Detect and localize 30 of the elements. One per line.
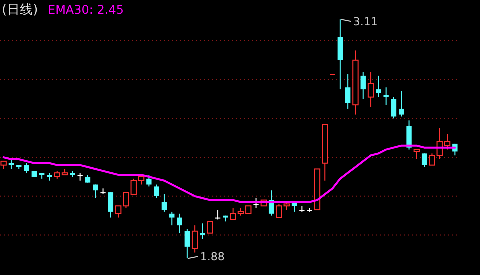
candlestick — [146, 174, 152, 188]
chart-title: (日线) — [2, 3, 38, 18]
candlestick — [24, 162, 30, 174]
annotation: 3.11 — [353, 16, 378, 29]
candlestick — [200, 223, 206, 240]
candlestick — [391, 96, 397, 120]
candlestick — [368, 72, 374, 108]
candlestick — [162, 194, 168, 212]
candlestick — [207, 221, 214, 234]
candlestick — [399, 90, 404, 118]
candlestick — [78, 172, 83, 182]
candlestick — [215, 210, 221, 220]
candlestick — [108, 192, 114, 218]
candlestick — [345, 74, 351, 110]
candlestick — [177, 213, 182, 234]
candlestick — [406, 120, 412, 150]
candlestick — [192, 225, 198, 254]
candlestick — [93, 184, 98, 199]
candlestick — [338, 19, 344, 90]
candlestick — [376, 75, 382, 98]
candlestick — [170, 211, 175, 226]
candlestick — [422, 153, 428, 168]
annotation: 1.88 — [200, 250, 225, 264]
candlestick — [254, 198, 259, 209]
candlestick — [384, 87, 389, 106]
candlestick — [8, 159, 14, 170]
text: EMA30: 2.45 — [48, 3, 124, 17]
candlestick — [154, 184, 160, 199]
candlestick — [184, 228, 190, 260]
candlestick — [360, 72, 366, 100]
